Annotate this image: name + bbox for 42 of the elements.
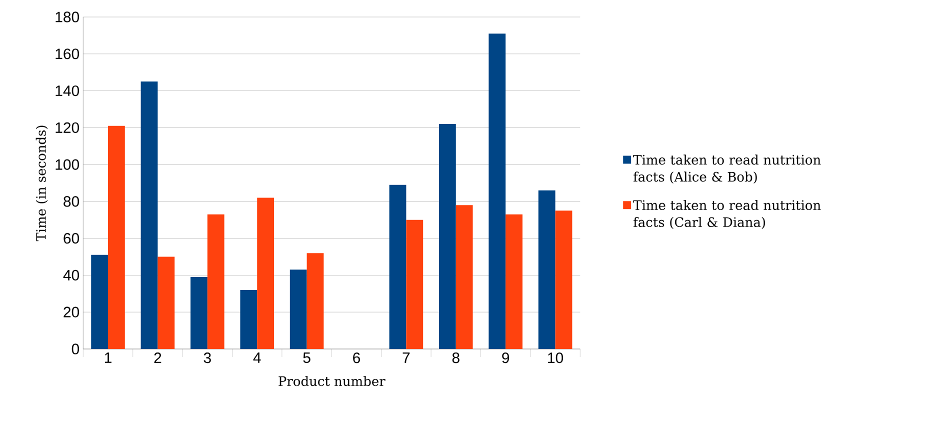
- y-tick-label: 0: [72, 344, 80, 354]
- bar: [257, 198, 274, 349]
- x-tick-label: 3: [204, 352, 211, 364]
- x-tick-label: 5: [303, 352, 310, 363]
- bar: [439, 124, 456, 349]
- bar: [506, 214, 522, 349]
- bar: [91, 254, 108, 349]
- y-tick-label: 140: [56, 85, 80, 96]
- y-tick-label: 120: [56, 122, 80, 133]
- bar: [406, 220, 424, 349]
- bar: [140, 82, 158, 349]
- y-tick-label: 40: [63, 270, 80, 281]
- bar: [240, 290, 258, 349]
- x-tick-label: 1: [104, 352, 112, 363]
- x-tick-label: 8: [452, 352, 460, 364]
- x-tick-label: 4: [253, 352, 261, 363]
- y-tick-label: 160: [56, 48, 80, 60]
- bar: [488, 34, 506, 349]
- x-tick-label: 7: [402, 352, 410, 363]
- bar: [555, 210, 572, 349]
- y-axis-title: Time (in seconds): [36, 126, 48, 242]
- bar: [158, 256, 175, 349]
- legend-label: Time taken to read nutrition facts (Alice & Bob): [633, 154, 821, 184]
- x-tick-label: 2: [154, 352, 162, 363]
- x-tick-label: 10: [548, 352, 564, 364]
- y-tick-label: 60: [64, 233, 80, 244]
- y-tick-label: 20: [64, 306, 80, 318]
- bar: [456, 205, 473, 349]
- bar: [207, 214, 224, 349]
- bar: [290, 270, 307, 349]
- bar: [306, 253, 324, 349]
- y-tick-label: 100: [56, 159, 80, 170]
- legend-label: Time taken to read nutrition facts (Carl & Diana): [633, 200, 821, 229]
- y-tick-label: 180: [56, 12, 80, 22]
- y-tick-label: 80: [64, 196, 80, 207]
- bar: [190, 277, 208, 349]
- bar: [538, 190, 556, 349]
- bar: [389, 184, 406, 349]
- x-axis-title: Product number: [278, 376, 386, 386]
- x-tick-label: 9: [502, 352, 510, 364]
- x-tick-label: 6: [353, 352, 360, 364]
- bar: [108, 126, 125, 349]
